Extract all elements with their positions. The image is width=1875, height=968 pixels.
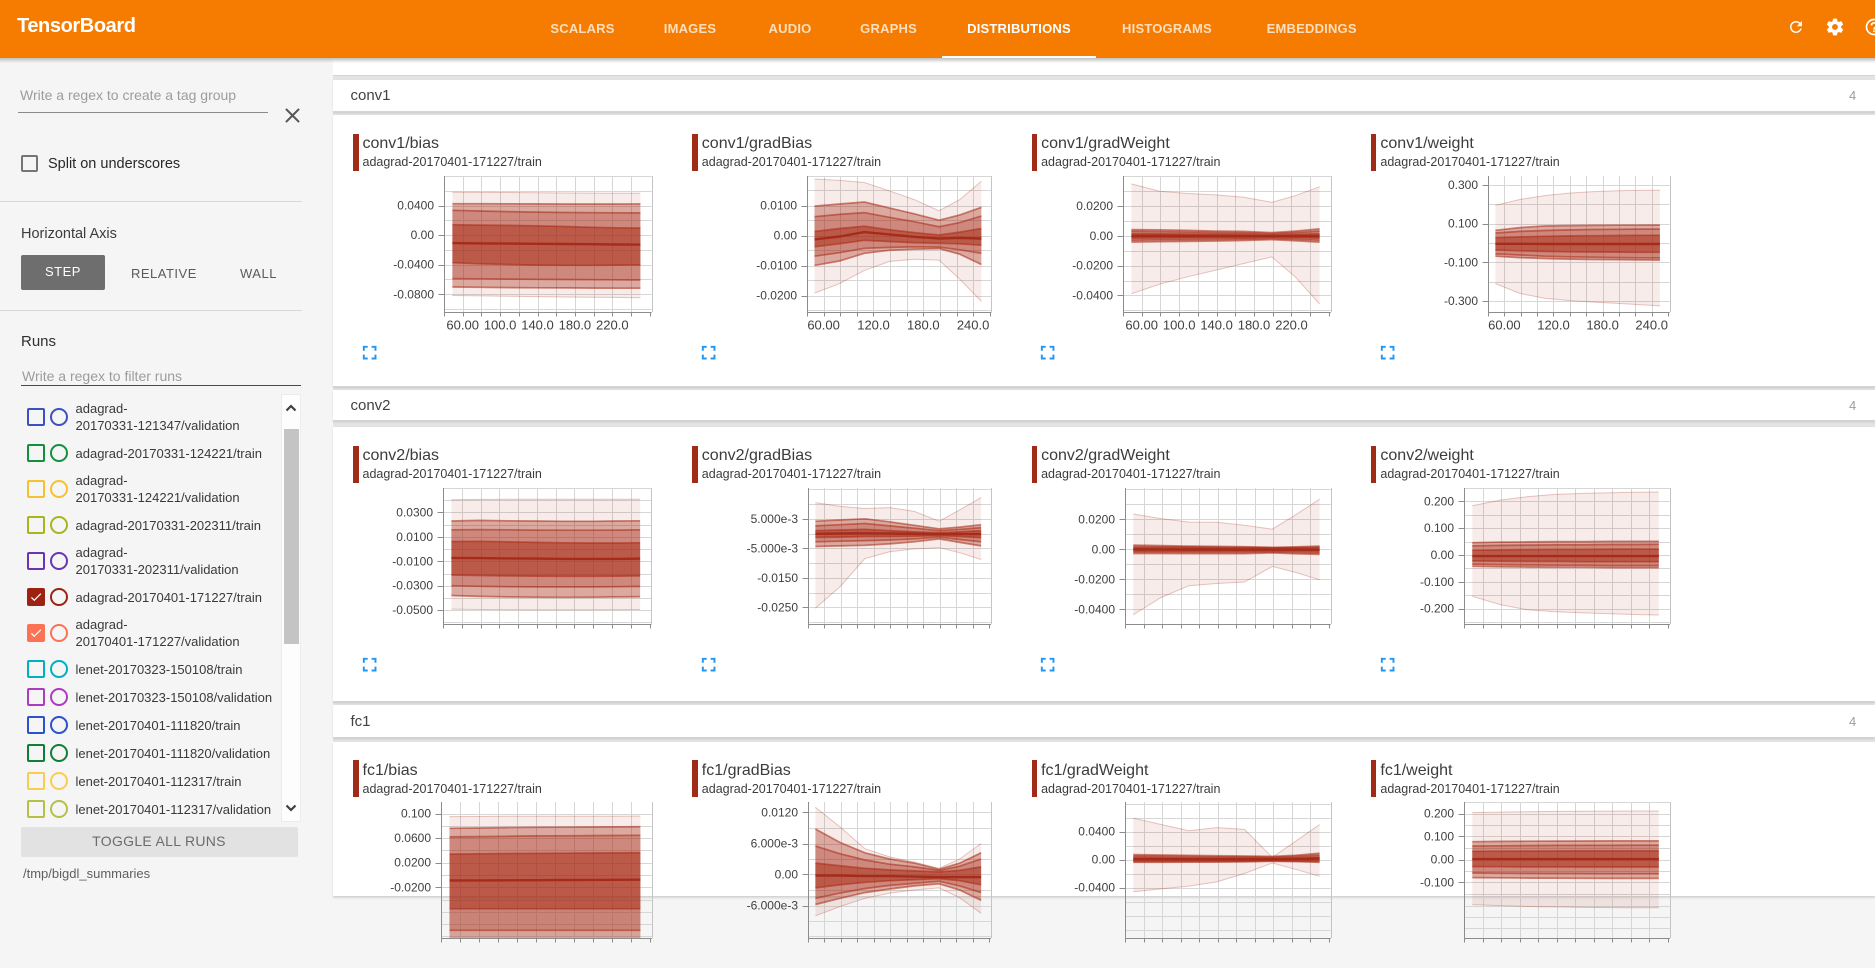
- svg-text:-0.100: -0.100: [1444, 255, 1478, 269]
- svg-text:-0.300: -0.300: [1444, 294, 1478, 308]
- svg-text:-0.0300: -0.0300: [392, 579, 433, 593]
- svg-text:60.00: 60.00: [446, 318, 479, 333]
- svg-text:-0.200: -0.200: [1420, 602, 1454, 616]
- svg-text:0.100: 0.100: [1448, 217, 1478, 231]
- svg-text:180.0: 180.0: [907, 318, 940, 333]
- svg-text:-0.0500: -0.0500: [392, 603, 433, 617]
- svg-text:0.0200: 0.0200: [1078, 512, 1115, 526]
- svg-text:120.0: 120.0: [1537, 318, 1570, 333]
- svg-text:0.0400: 0.0400: [397, 199, 434, 213]
- svg-text:-6.000e-3: -6.000e-3: [747, 899, 799, 913]
- svg-text:240.0: 240.0: [957, 318, 990, 333]
- svg-text:-0.0200: -0.0200: [1074, 572, 1115, 586]
- svg-text:-0.0400: -0.0400: [1072, 288, 1113, 302]
- svg-text:-5.000e-3: -5.000e-3: [747, 541, 799, 555]
- svg-text:-0.0150: -0.0150: [757, 571, 798, 585]
- svg-text:0.0300: 0.0300: [396, 506, 433, 520]
- svg-text:0.100: 0.100: [1424, 521, 1454, 535]
- svg-text:100.0: 100.0: [484, 318, 517, 333]
- svg-text:0.00: 0.00: [1090, 229, 1114, 243]
- svg-text:0.0600: 0.0600: [394, 831, 431, 845]
- svg-text:60.00: 60.00: [1125, 318, 1158, 333]
- svg-text:-0.0200: -0.0200: [390, 880, 431, 894]
- svg-text:0.0100: 0.0100: [396, 530, 433, 544]
- svg-text:5.000e-3: 5.000e-3: [751, 512, 799, 526]
- svg-text:0.00: 0.00: [1431, 548, 1455, 562]
- svg-text:0.300: 0.300: [1448, 178, 1478, 192]
- svg-text:0.100: 0.100: [401, 807, 431, 821]
- svg-text:-0.0250: -0.0250: [757, 600, 798, 614]
- svg-text:0.00: 0.00: [1092, 853, 1116, 867]
- svg-text:0.00: 0.00: [411, 228, 435, 242]
- svg-text:0.00: 0.00: [1092, 542, 1116, 556]
- svg-text:220.0: 220.0: [596, 318, 629, 333]
- svg-text:180.0: 180.0: [1586, 318, 1619, 333]
- svg-text:6.000e-3: 6.000e-3: [751, 837, 799, 851]
- svg-text:-0.0400: -0.0400: [1074, 881, 1115, 895]
- svg-text:120.0: 120.0: [857, 318, 890, 333]
- svg-text:180.0: 180.0: [559, 318, 592, 333]
- svg-text:240.0: 240.0: [1635, 318, 1668, 333]
- svg-text:-0.0800: -0.0800: [393, 287, 434, 301]
- svg-text:-0.0400: -0.0400: [393, 258, 434, 272]
- svg-text:0.200: 0.200: [1424, 494, 1454, 508]
- svg-text:220.0: 220.0: [1275, 318, 1308, 333]
- svg-text:0.00: 0.00: [775, 868, 799, 882]
- svg-text:0.0400: 0.0400: [1078, 825, 1115, 839]
- svg-text:-0.0200: -0.0200: [1072, 259, 1113, 273]
- svg-text:60.00: 60.00: [1488, 318, 1521, 333]
- svg-text:140.0: 140.0: [521, 318, 554, 333]
- svg-text:0.00: 0.00: [774, 229, 798, 243]
- svg-text:0.00: 0.00: [1431, 853, 1455, 867]
- svg-text:140.0: 140.0: [1200, 318, 1233, 333]
- svg-text:-0.0100: -0.0100: [392, 554, 433, 568]
- svg-text:0.200: 0.200: [1424, 807, 1454, 821]
- svg-text:-0.0400: -0.0400: [1074, 602, 1115, 616]
- svg-text:0.0120: 0.0120: [761, 806, 798, 820]
- svg-text:-0.0200: -0.0200: [756, 289, 797, 303]
- svg-text:0.0200: 0.0200: [1076, 199, 1113, 213]
- svg-text:180.0: 180.0: [1238, 318, 1271, 333]
- svg-text:0.100: 0.100: [1424, 830, 1454, 844]
- svg-text:-0.0100: -0.0100: [756, 259, 797, 273]
- svg-text:60.00: 60.00: [807, 318, 840, 333]
- svg-text:-0.100: -0.100: [1420, 876, 1454, 890]
- svg-text:-0.100: -0.100: [1420, 575, 1454, 589]
- svg-text:100.0: 100.0: [1163, 318, 1196, 333]
- svg-text:0.0200: 0.0200: [394, 856, 431, 870]
- svg-text:0.0100: 0.0100: [760, 199, 797, 213]
